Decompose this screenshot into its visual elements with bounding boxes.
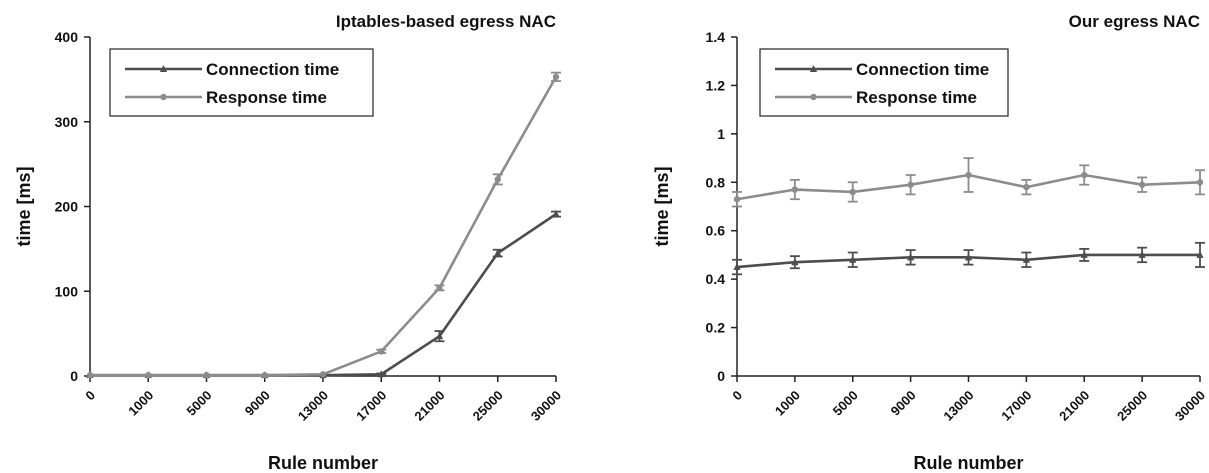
data-point: [261, 371, 268, 379]
x-tick-label: 21000: [411, 388, 447, 424]
y-tick-label: 1.2: [706, 77, 726, 93]
x-tick-label: 5000: [830, 388, 861, 419]
data-point: [1196, 179, 1204, 186]
x-tick-label: 13000: [940, 388, 976, 424]
x-tick-label: 21000: [1056, 388, 1092, 424]
legend-frame: [109, 48, 374, 117]
y-tick-label: 200: [55, 199, 79, 215]
x-axis-title: Rule number: [913, 453, 1023, 473]
x-tick-label: 17000: [998, 388, 1034, 424]
x-tick-label: 9000: [242, 388, 273, 419]
data-point: [849, 255, 857, 263]
data-point: [965, 171, 972, 179]
y-tick-label: 100: [55, 283, 79, 299]
y-tick-label: 0.4: [706, 271, 726, 287]
x-tick-label: 25000: [1114, 388, 1150, 424]
y-axis-title: time [ms]: [652, 166, 672, 246]
x-axis-title: Rule number: [268, 453, 378, 473]
x-tick-label: 1000: [125, 388, 156, 419]
data-point: [1023, 183, 1030, 191]
data-point: [849, 188, 856, 196]
y-tick-label: 0: [70, 368, 78, 384]
series-line: [90, 76, 558, 377]
data-point: [1196, 250, 1204, 258]
data-point: [1080, 250, 1088, 258]
x-tick-label: 5000: [184, 388, 215, 419]
data-point: [733, 196, 741, 203]
y-tick-label: 1.4: [706, 29, 726, 45]
legend-marker: [809, 65, 818, 72]
left-chart-iptables: Iptables-based egress NAC 0 100 200 300 400 0 1…: [14, 12, 564, 473]
x-tick-label: 9000: [888, 388, 919, 419]
right-chart-our-nac: Our egress NAC 0 0.2 0.4 0.6 0.8 1 1.2 1.4 0 1000 5…: [652, 12, 1208, 473]
data-point: [552, 210, 560, 218]
data-point: [319, 371, 327, 378]
legend-frame: [759, 48, 1009, 117]
data-point: [907, 253, 915, 261]
data-point: [791, 258, 799, 266]
x-tick-label: 17000: [353, 388, 389, 424]
y-tick-label: 0.6: [706, 223, 726, 239]
data-point: [907, 181, 914, 188]
y-tick-label: 400: [55, 29, 79, 45]
data-point: [377, 370, 385, 378]
series-connection-time: [86, 210, 561, 379]
data-point: [436, 284, 443, 292]
x-tick-label: 25000: [470, 388, 506, 424]
y-tick-label: 300: [55, 114, 79, 130]
x-tick-label: 0: [82, 388, 98, 404]
chart-title: Iptables-based egress NAC: [336, 12, 556, 31]
legend-label: Response time: [856, 88, 977, 107]
y-tick-label: 0: [717, 368, 725, 384]
y-tick-label: 1: [717, 126, 725, 142]
series-line: [90, 213, 557, 377]
series-response-time: [86, 71, 561, 379]
data-point: [494, 249, 502, 257]
chart-title: Our egress NAC: [1069, 12, 1200, 31]
data-point: [791, 186, 799, 193]
data-point: [203, 371, 210, 379]
data-point: [1022, 255, 1030, 263]
series-connection-time: [732, 241, 1205, 276]
x-tick-label: 1000: [772, 388, 803, 419]
y-axis-title: time [ms]: [14, 166, 34, 246]
data-point: [1081, 171, 1088, 179]
data-point: [145, 371, 152, 379]
data-point: [964, 253, 973, 261]
data-point: [1138, 181, 1146, 188]
series-response-time: [732, 157, 1205, 208]
x-tick-label: 30000: [528, 388, 564, 424]
legend-marker: [159, 65, 168, 72]
y-tick-label: 0.8: [706, 174, 726, 190]
data-point: [378, 348, 385, 355]
data-point: [1138, 250, 1146, 258]
x-tick-label: 13000: [295, 388, 331, 424]
y-tick-label: 0.2: [706, 320, 726, 336]
data-point: [435, 332, 444, 340]
legend-marker: [810, 93, 817, 101]
x-tick-label: 30000: [1172, 388, 1208, 424]
legend: Connection time Response time: [109, 48, 374, 117]
x-tick-label: 0: [729, 388, 745, 404]
legend-label: Connection time: [206, 60, 339, 79]
data-point: [733, 263, 741, 271]
data-point: [494, 176, 501, 183]
legend-marker: [160, 93, 167, 101]
data-point: [552, 73, 560, 81]
legend-label: Connection time: [856, 60, 989, 79]
legend-label: Response time: [206, 88, 327, 107]
legend: Connection time Response time: [759, 48, 1009, 117]
data-point: [86, 371, 94, 379]
